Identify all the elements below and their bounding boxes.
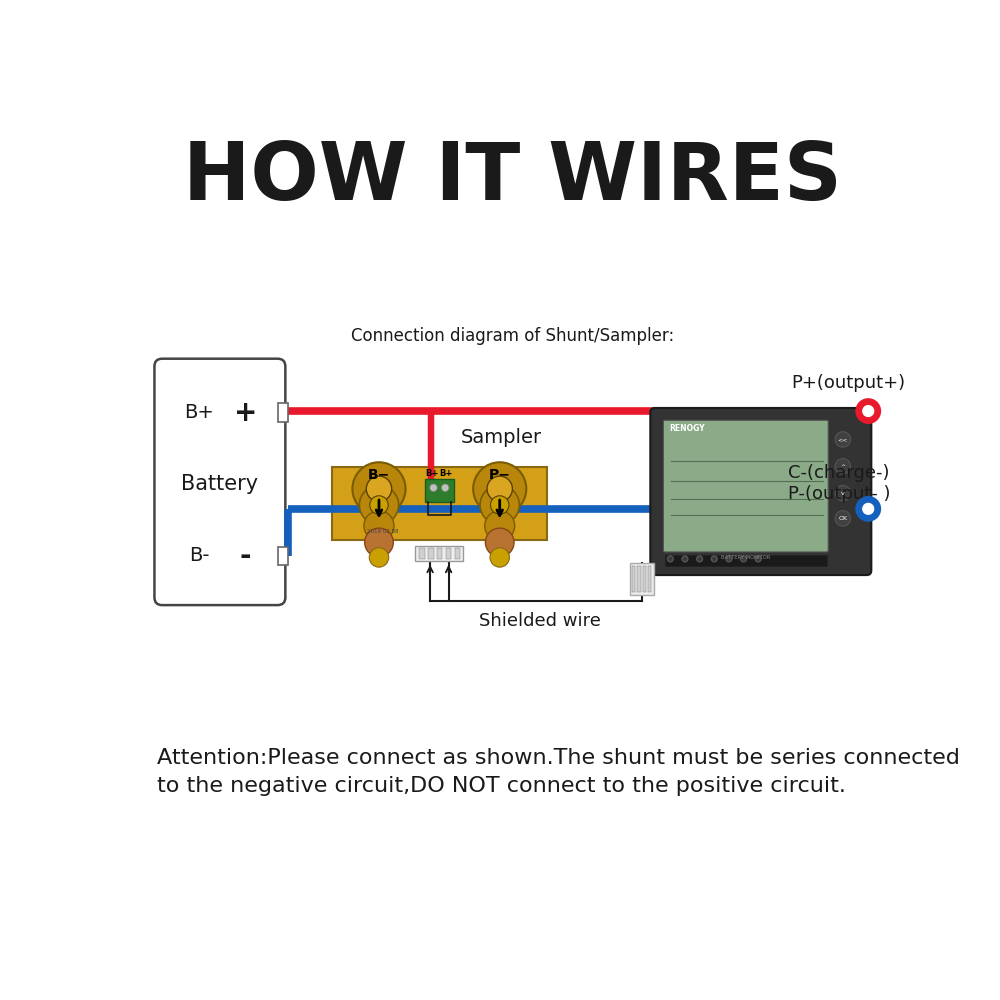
Circle shape: [755, 556, 761, 562]
Circle shape: [682, 556, 688, 562]
Circle shape: [741, 556, 746, 562]
Text: B+: B+: [184, 403, 214, 422]
Circle shape: [711, 556, 717, 562]
Text: BATTERY MONITOR: BATTERY MONITOR: [721, 555, 770, 560]
Circle shape: [697, 556, 703, 562]
Bar: [425, 479, 454, 502]
Circle shape: [835, 459, 851, 474]
Text: +: +: [234, 399, 257, 427]
Circle shape: [857, 400, 879, 422]
Text: P-(output- ): P-(output- ): [788, 485, 891, 503]
Circle shape: [485, 528, 514, 557]
Circle shape: [863, 503, 874, 514]
Text: HOW IT WIRES: HOW IT WIRES: [183, 139, 842, 217]
FancyBboxPatch shape: [650, 408, 871, 575]
Text: 2019 02 88: 2019 02 88: [367, 529, 399, 534]
Text: Sampler: Sampler: [460, 428, 542, 447]
Circle shape: [352, 462, 406, 515]
Bar: [415, 546, 463, 561]
Text: Connection diagram of Shunt/Sampler:: Connection diagram of Shunt/Sampler:: [351, 327, 674, 345]
Text: B-: B-: [189, 546, 209, 565]
Bar: [428, 548, 434, 559]
Text: P−: P−: [489, 468, 511, 482]
Bar: [665, 555, 827, 566]
Text: Attention:Please connect as shown.The shunt must be series connected: Attention:Please connect as shown.The sh…: [157, 748, 960, 768]
Bar: [419, 548, 425, 559]
Bar: [643, 566, 646, 592]
Bar: [648, 566, 651, 592]
Text: B−: B−: [368, 468, 390, 482]
Bar: [437, 548, 442, 559]
Bar: [455, 548, 460, 559]
Circle shape: [490, 496, 509, 514]
Circle shape: [370, 496, 388, 514]
Circle shape: [835, 511, 851, 526]
FancyBboxPatch shape: [154, 359, 285, 605]
Circle shape: [364, 511, 394, 541]
Circle shape: [835, 432, 851, 447]
Bar: [332, 466, 547, 540]
Circle shape: [490, 548, 509, 567]
Circle shape: [485, 511, 515, 541]
Circle shape: [835, 485, 851, 501]
Text: <<: <<: [838, 437, 848, 442]
Circle shape: [487, 476, 512, 502]
Circle shape: [667, 556, 673, 562]
Circle shape: [359, 485, 399, 525]
Circle shape: [430, 484, 437, 491]
Circle shape: [726, 556, 732, 562]
Circle shape: [857, 498, 879, 520]
Text: B+: B+: [425, 469, 439, 478]
Circle shape: [365, 528, 393, 557]
Text: P+(output+): P+(output+): [791, 374, 905, 392]
Text: RENOGY: RENOGY: [670, 424, 705, 433]
Text: v: v: [841, 491, 845, 496]
Text: Shielded wire: Shielded wire: [479, 611, 600, 630]
Text: to the negative circuit,DO NOT connect to the positive circuit.: to the negative circuit,DO NOT connect t…: [157, 776, 846, 796]
FancyBboxPatch shape: [663, 420, 828, 552]
Circle shape: [480, 485, 519, 525]
Bar: [278, 547, 288, 565]
Bar: [630, 563, 654, 595]
Text: B+: B+: [439, 469, 453, 478]
Text: ^: ^: [840, 464, 845, 469]
Circle shape: [473, 462, 526, 515]
Bar: [446, 548, 451, 559]
Text: C-(charge-): C-(charge-): [788, 464, 890, 482]
Circle shape: [366, 476, 392, 502]
Bar: [278, 403, 288, 422]
Circle shape: [442, 484, 449, 491]
Text: Battery: Battery: [181, 474, 258, 494]
Text: OK: OK: [838, 516, 847, 521]
Circle shape: [369, 548, 389, 567]
Text: -: -: [240, 542, 251, 570]
Bar: [632, 566, 635, 592]
Circle shape: [863, 406, 874, 416]
Bar: [637, 566, 641, 592]
